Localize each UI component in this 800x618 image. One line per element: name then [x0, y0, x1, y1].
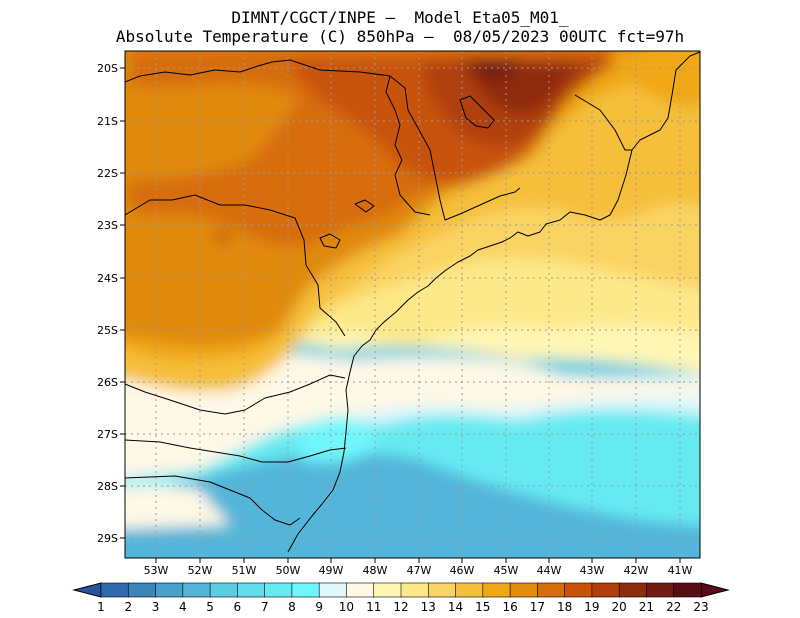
lat-label: 21S	[97, 115, 118, 128]
lon-label: 43W	[580, 564, 605, 577]
lon-label: 46W	[450, 564, 475, 577]
colorbar-label: 4	[179, 600, 187, 614]
colorbar-label: 17	[530, 600, 545, 614]
colorbar-swatch	[537, 582, 566, 598]
lon-label: 42W	[624, 564, 649, 577]
graticule	[125, 51, 700, 558]
colorbar-swatch	[318, 582, 348, 598]
lon-label: 44W	[537, 564, 562, 577]
colorbar-swatch	[155, 582, 184, 598]
colorbar-label: 21	[639, 600, 654, 614]
colorbar-swatch	[455, 582, 484, 598]
lon-label: 48W	[363, 564, 388, 577]
colorbar-label: 20	[612, 600, 627, 614]
colorbar-label: 12	[393, 600, 408, 614]
lat-label: 26S	[97, 376, 118, 389]
lat-label: 22S	[97, 167, 118, 180]
lon-label: 47W	[407, 564, 432, 577]
coastline-and-borders	[125, 51, 700, 553]
colorbar-swatch	[127, 582, 157, 598]
colorbar-swatch	[618, 582, 648, 598]
colorbar: 1 2 3 4 5 6 7 8 9 10 11 12 13 14 15 16 17 18 19 20 21 22 23	[72, 582, 730, 614]
colorbar-swatch	[209, 582, 239, 598]
colorbar-label: 1	[97, 600, 105, 614]
latitude-labels: 20S 21S 22S 23S 24S 25S 26S 27S 28S 29S	[97, 62, 118, 545]
colorbar-label: 13	[421, 600, 436, 614]
colorbar-swatch	[509, 582, 539, 598]
map-title-line2: Absolute Temperature (C) 850hPa – 08/05/…	[115, 27, 685, 46]
lat-label: 29S	[97, 532, 118, 545]
colorbar-swatch	[264, 582, 293, 598]
colorbar-label: 7	[261, 600, 269, 614]
lon-label: 50W	[276, 564, 301, 577]
colorbar-label: 9	[315, 600, 323, 614]
colorbar-labels: 1 2 3 4 5 6 7 8 9 10 11 12 13 14 15 16 17 18 19 20 21 22 23	[97, 600, 708, 614]
lat-label: 20S	[97, 62, 118, 75]
colorbar-label: 3	[152, 600, 160, 614]
colorbar-swatch	[346, 582, 375, 598]
lon-label: 53W	[144, 564, 169, 577]
colorbar-label: 6	[234, 600, 242, 614]
lon-label: 52W	[188, 564, 213, 577]
lon-label: 51W	[232, 564, 257, 577]
colorbar-swatch	[591, 582, 620, 598]
colorbar-label: 14	[448, 600, 463, 614]
colorbar-label: 11	[366, 600, 381, 614]
colorbar-swatch	[673, 582, 702, 598]
colorbar-swatch	[182, 582, 211, 598]
lon-label: 49W	[319, 564, 344, 577]
colorbar-right-arrow	[700, 582, 730, 598]
colorbar-swatch	[646, 582, 675, 598]
colorbar-swatch	[100, 582, 129, 598]
lat-label: 27S	[97, 428, 118, 441]
colorbar-label: 22	[666, 600, 681, 614]
lat-label: 23S	[97, 219, 118, 232]
colorbar-swatch	[237, 582, 266, 598]
longitude-labels: 53W 52W 51W 50W 49W 48W 47W 46W 45W 44W …	[144, 564, 693, 577]
map-frame	[124, 50, 701, 559]
map-title-line1: DIMNT/CGCT/INPE – Model Eta05_M01_	[231, 8, 569, 27]
colorbar-label: 23	[693, 600, 708, 614]
colorbar-swatch	[564, 582, 593, 598]
colorbar-swatches	[100, 582, 702, 598]
lon-label: 41W	[668, 564, 693, 577]
colorbar-label: 18	[557, 600, 572, 614]
colorbar-swatch	[427, 582, 457, 598]
colorbar-left-arrow	[72, 582, 102, 598]
colorbar-label: 15	[475, 600, 490, 614]
colorbar-label: 10	[339, 600, 354, 614]
colorbar-swatch	[291, 582, 320, 598]
colorbar-swatch	[482, 582, 511, 598]
colorbar-label: 19	[584, 600, 599, 614]
colorbar-swatch	[400, 582, 429, 598]
temperature-field	[125, 51, 700, 558]
lat-label: 28S	[97, 480, 118, 493]
colorbar-label: 5	[206, 600, 214, 614]
axis-ticks	[120, 67, 681, 563]
colorbar-label: 16	[502, 600, 517, 614]
lat-label: 25S	[97, 324, 118, 337]
lat-label: 24S	[97, 272, 118, 285]
colorbar-label: 8	[288, 600, 296, 614]
colorbar-swatch	[373, 582, 402, 598]
colorbar-label: 2	[124, 600, 132, 614]
lon-label: 45W	[494, 564, 519, 577]
